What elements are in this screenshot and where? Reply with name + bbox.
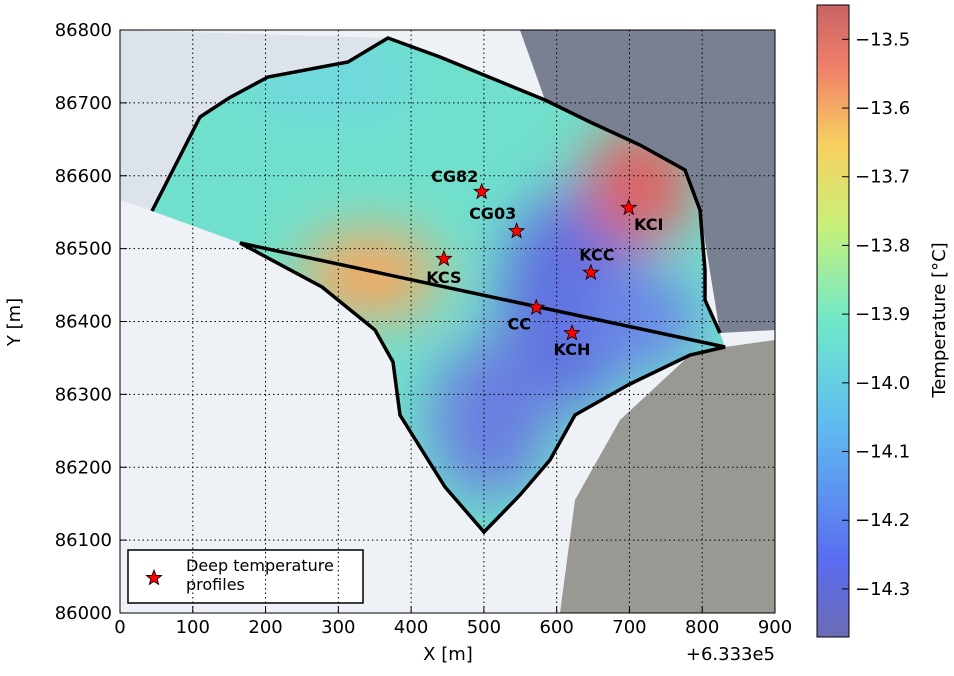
colorbar-tick-label: −13.8 (855, 235, 910, 256)
x-tick-label: 0 (114, 617, 125, 638)
x-tick-label: 800 (685, 617, 719, 638)
x-tick-label: 300 (321, 617, 355, 638)
colorbar (817, 5, 849, 637)
colorbar-label: Temperature [°C] (929, 242, 950, 398)
colorbar-tick-label: −13.6 (855, 98, 910, 119)
point-label: CC (508, 315, 531, 334)
point-label: KCS (426, 268, 461, 287)
point-label: KCC (579, 246, 614, 265)
x-tick-label: 400 (394, 617, 428, 638)
colorbar-tick-label: −13.7 (855, 167, 910, 188)
y-tick-label: 86100 (55, 530, 112, 551)
colorbar-tick-label: −13.9 (855, 304, 910, 325)
y-tick-label: 86000 (55, 603, 112, 624)
y-tick-label: 86600 (55, 166, 112, 187)
x-tick-label: 100 (176, 617, 210, 638)
y-axis-label: Y [m] (4, 298, 25, 347)
point-label: KCH (554, 340, 591, 359)
colorbar-tick-label: −14.1 (855, 442, 910, 463)
x-offset-label: +6.333e5 (686, 644, 775, 665)
y-tick-label: 86200 (55, 457, 112, 478)
colorbar-tick-label: −14.3 (855, 579, 910, 600)
legend-label: Deep temperature profiles (186, 556, 361, 594)
x-axis-label: X [m] (423, 644, 473, 665)
y-tick-label: 86300 (55, 384, 112, 405)
x-tick-label: 500 (467, 617, 501, 638)
y-tick-label: 86700 (55, 93, 112, 114)
colorbar-tick-label: −13.5 (855, 29, 910, 50)
point-label: CG82 (431, 167, 478, 186)
colorbar-tick-label: −14.2 (855, 510, 910, 531)
x-tick-label: 900 (758, 617, 792, 638)
y-tick-label: 86400 (55, 312, 112, 333)
y-tick-label: 86800 (55, 20, 112, 41)
point-label: CG03 (469, 204, 516, 223)
x-tick-label: 700 (612, 617, 646, 638)
y-tick-label: 86500 (55, 239, 112, 260)
chart: X [m] +6.333e5 Y [m] Temperature [°C] 0 1… (0, 0, 954, 672)
colorbar-tick-label: −14.0 (855, 373, 910, 394)
point-label: KCI (634, 215, 663, 234)
x-tick-label: 200 (248, 617, 282, 638)
x-tick-label: 600 (539, 617, 573, 638)
